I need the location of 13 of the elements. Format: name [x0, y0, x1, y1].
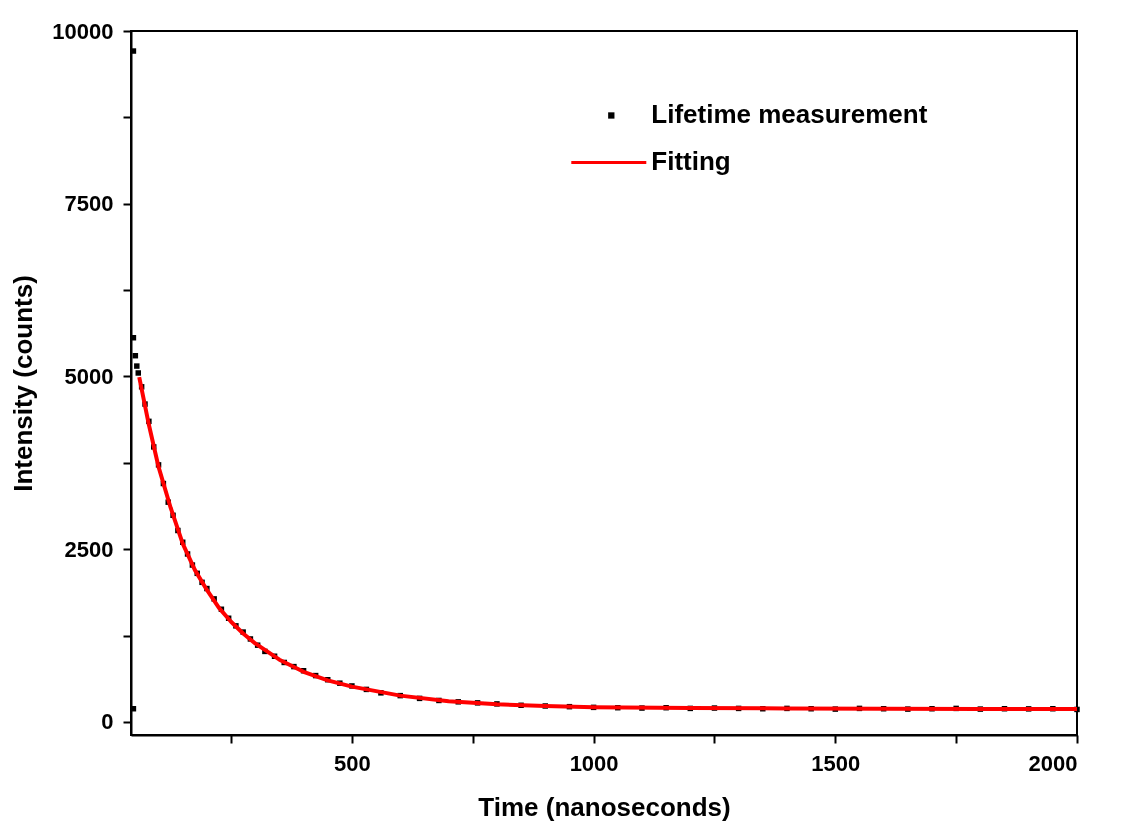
- legend-label: Fitting: [651, 146, 731, 177]
- x-axis-title: Time (nanoseconds): [478, 791, 731, 822]
- x-tick-label: 2000: [1028, 750, 1078, 776]
- x-tick-label: 1000: [569, 750, 619, 776]
- legend-label: Lifetime measurement: [651, 99, 928, 130]
- y-tick-label: 5000: [64, 363, 114, 389]
- y-tick-label: 2500: [64, 536, 114, 562]
- y-axis-title: Intensity (counts): [8, 275, 39, 492]
- y-tick-label: 0: [101, 709, 114, 735]
- y-tick-label: 10000: [52, 18, 114, 44]
- x-tick-label: 500: [334, 750, 371, 776]
- y-tick-label: 7500: [64, 191, 114, 217]
- x-tick-label: 1500: [811, 750, 861, 776]
